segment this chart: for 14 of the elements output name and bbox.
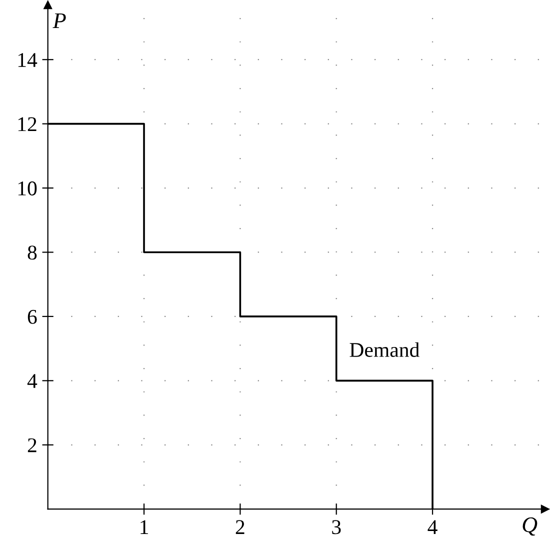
x-axis-title: Q xyxy=(522,517,538,536)
y-axis-title: P xyxy=(52,13,66,28)
annotation: Demand xyxy=(350,342,420,357)
y-tick-label: 8 xyxy=(28,246,37,260)
x-tick-label: 1 xyxy=(140,520,148,534)
y-tick-label: 4 xyxy=(27,374,38,388)
y-tick-label: 14 xyxy=(18,53,38,67)
x-tick-label: 4 xyxy=(428,520,438,534)
x-tick-label: 3 xyxy=(332,520,341,534)
y-tick-label: 10 xyxy=(18,181,37,196)
y-tick-label: 2 xyxy=(28,438,36,452)
x-tick-label: 2 xyxy=(236,520,244,534)
y-tick-label: 12 xyxy=(18,117,36,132)
y-tick-label: 6 xyxy=(28,310,37,324)
